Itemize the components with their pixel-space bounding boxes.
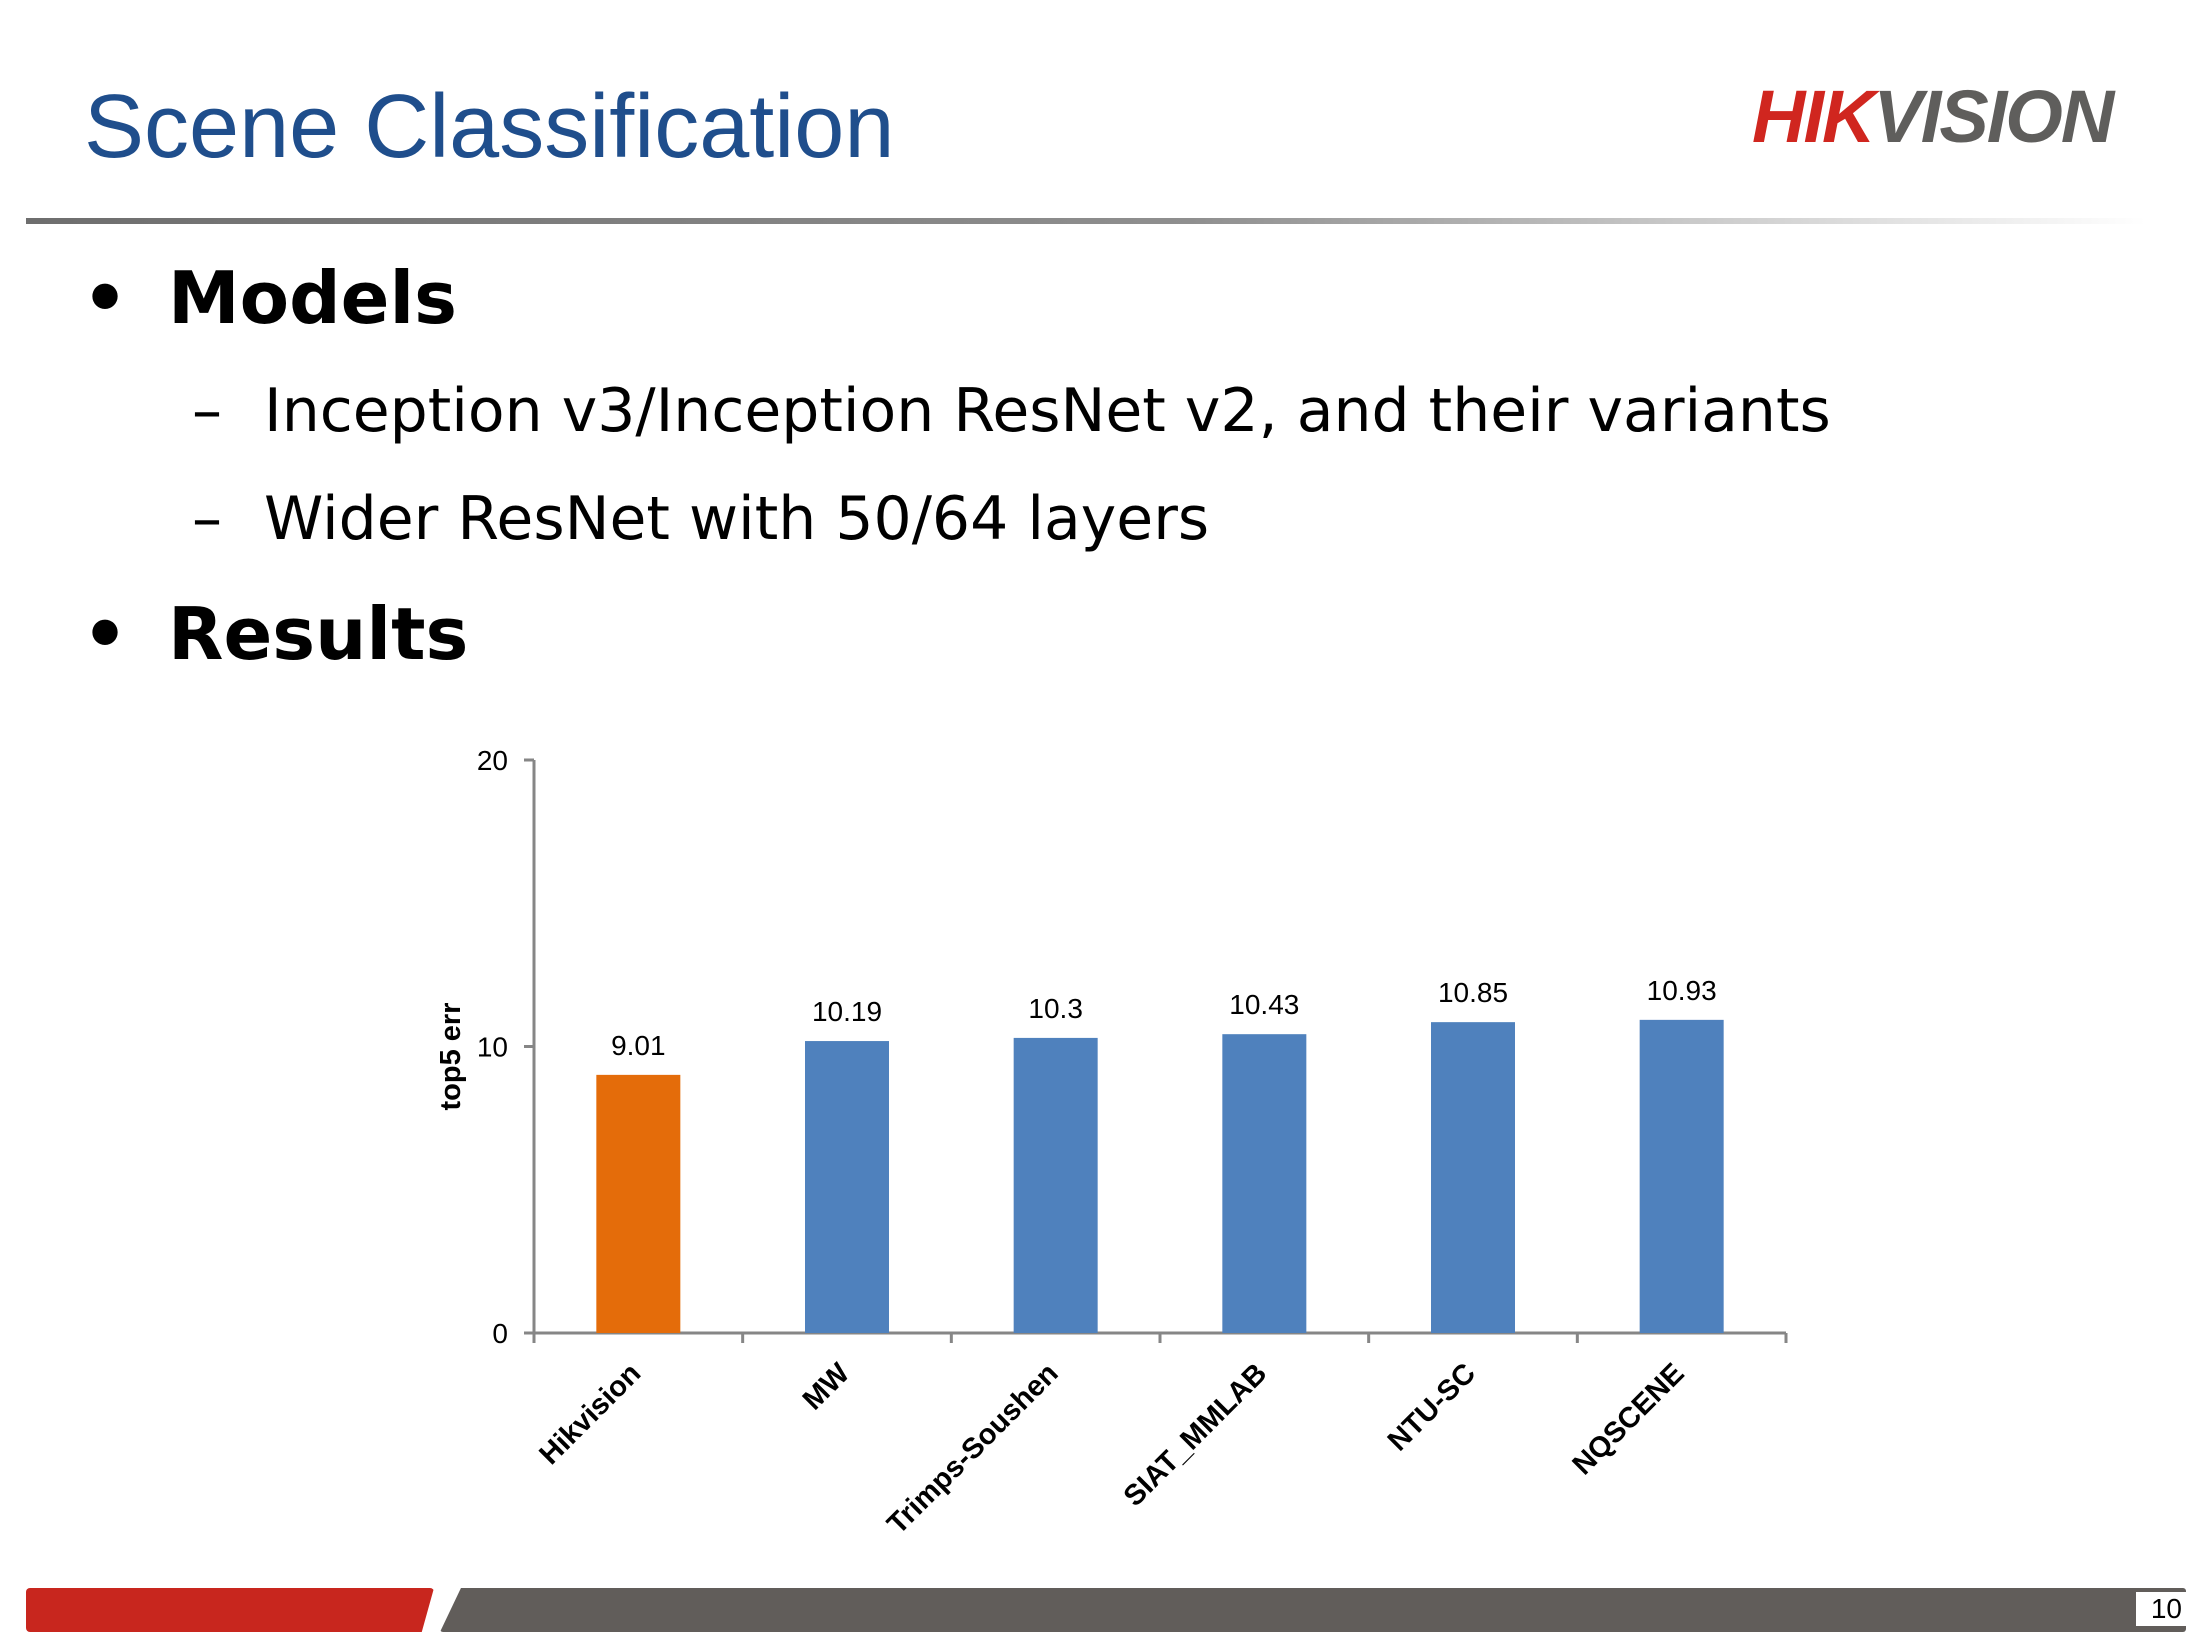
bar-hikvision bbox=[596, 1074, 681, 1333]
bar-trimps-soushen bbox=[1013, 1037, 1098, 1333]
bar-nqscene bbox=[1639, 1019, 1724, 1333]
bar-siat-mmlab bbox=[1222, 1034, 1307, 1333]
subitem-inception: – Inception v3/Inception ResNet v2, and … bbox=[192, 376, 1831, 446]
category-label: Trimps-Soushen bbox=[881, 1357, 1064, 1540]
hikvision-logo: HIKVISION bbox=[1752, 74, 2114, 159]
y-tick-label: 0 bbox=[492, 1318, 508, 1349]
value-label: 10.3 bbox=[1028, 993, 1083, 1024]
category-label: SIAT_MMLAB bbox=[1118, 1357, 1274, 1513]
category-labels: Hikvision MW Trimps-Soushen SIAT_MMLAB NTU-S… bbox=[533, 1357, 1690, 1541]
value-label: 10.19 bbox=[812, 996, 882, 1027]
bullet-models: • Models bbox=[82, 256, 458, 340]
bar-mw bbox=[805, 1041, 889, 1333]
page-number: 10 bbox=[2136, 1592, 2186, 1626]
subitem-text: Wider ResNet with 50/64 layers bbox=[264, 484, 1210, 554]
y-axis-label: top5 err bbox=[435, 1003, 467, 1111]
category-label: NTU-SC bbox=[1382, 1357, 1482, 1457]
bullet-label: Results bbox=[168, 592, 469, 676]
bullet-marker: • bbox=[82, 592, 129, 676]
category-label: MW bbox=[797, 1357, 857, 1417]
x-ticks bbox=[532, 1333, 1788, 1343]
bars bbox=[596, 1019, 1724, 1333]
title-divider bbox=[26, 218, 2146, 224]
y-ticks: 0 10 20 bbox=[477, 745, 534, 1349]
slide-title: Scene Classification bbox=[84, 77, 895, 177]
category-label: NQSCENE bbox=[1567, 1357, 1691, 1481]
value-label: 10.43 bbox=[1229, 989, 1299, 1020]
bullet-label: Models bbox=[168, 256, 458, 340]
dash-marker: – bbox=[192, 484, 222, 554]
bullet-marker: • bbox=[82, 256, 129, 340]
value-label: 9.01 bbox=[611, 1030, 666, 1061]
subitem-wider-resnet: – Wider ResNet with 50/64 layers bbox=[192, 484, 1210, 554]
value-labels: 9.01 10.19 10.3 10.43 10.85 10.93 bbox=[611, 975, 1717, 1061]
y-tick-label: 10 bbox=[477, 1032, 508, 1063]
bullet-results: • Results bbox=[82, 592, 469, 676]
subitem-text: Inception v3/Inception ResNet v2, and th… bbox=[264, 376, 1831, 446]
category-label: Hikvision bbox=[533, 1357, 647, 1471]
footer-gray-bar bbox=[440, 1588, 2186, 1632]
dash-marker: – bbox=[192, 376, 222, 446]
y-tick-label: 20 bbox=[477, 745, 508, 776]
logo-part-hik: HIK bbox=[1752, 75, 1875, 158]
logo-part-vision: VISION bbox=[1873, 75, 2114, 158]
value-label: 10.85 bbox=[1438, 977, 1508, 1008]
bar-ntu-sc bbox=[1431, 1022, 1515, 1333]
footer-red-bar bbox=[26, 1588, 434, 1632]
value-label: 10.93 bbox=[1647, 975, 1717, 1006]
